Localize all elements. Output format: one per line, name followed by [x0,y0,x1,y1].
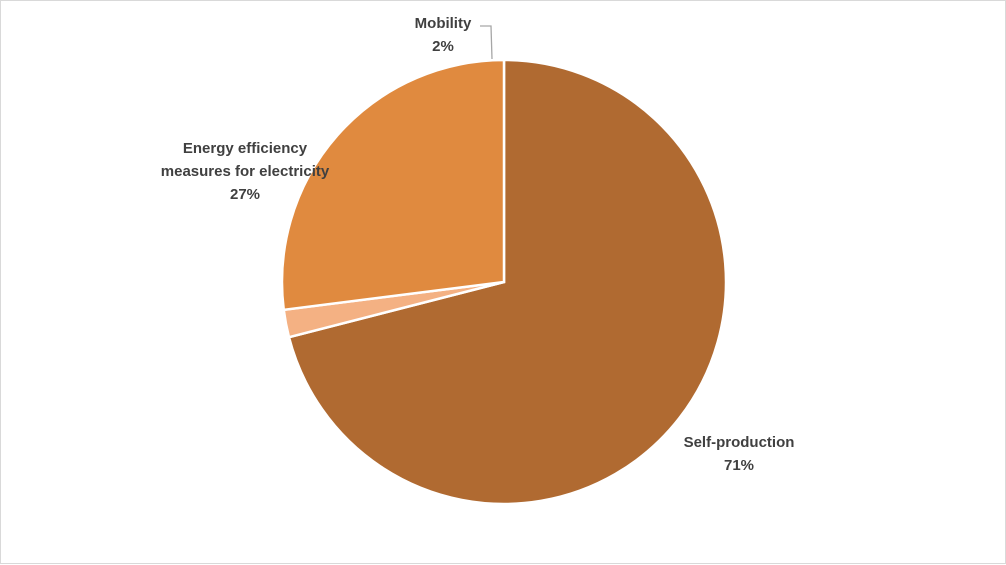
label-self-production-name: Self-production [684,434,795,451]
data-label-energy-efficiency: Energy efficiency measures for electrici… [161,140,330,203]
data-label-self-production: Self-production 71% [684,434,795,474]
mobility-leader-line [480,25,493,60]
label-energy-efficiency-line2: measures for electricity [161,163,330,180]
label-energy-efficiency-line1: Energy efficiency [183,140,308,157]
pie-slice-energy-efficiency-measures-for-electricity [280,58,506,312]
label-mobility-value: 2% [432,38,454,55]
pie-slice-self-production [287,58,728,506]
label-energy-efficiency-value: 27% [230,186,260,203]
data-label-mobility: Mobility 2% [415,15,472,55]
label-self-production-value: 71% [724,457,754,474]
label-mobility-name: Mobility [415,15,472,32]
pie-slices [280,58,728,506]
